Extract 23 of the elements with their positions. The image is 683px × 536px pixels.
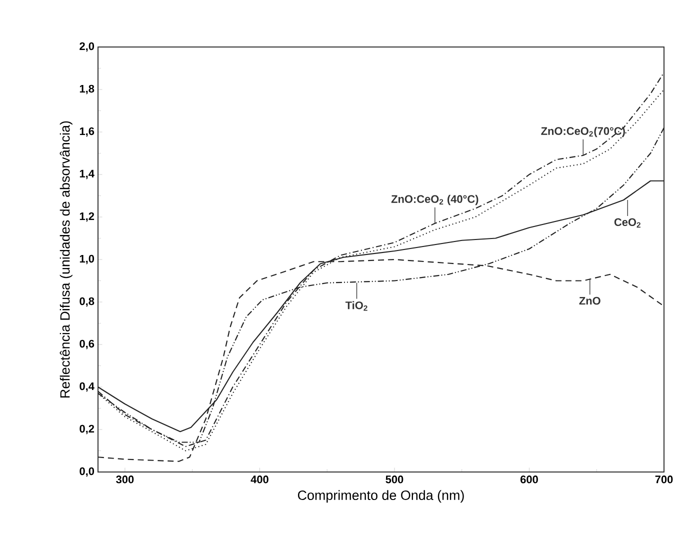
y-tick-label: 1,8	[80, 84, 94, 94]
x-tick-label: 500	[386, 476, 404, 484]
y-tick-label: 0,4	[80, 382, 94, 392]
x-tick-label: 300	[116, 476, 134, 484]
x-tick-label: 600	[520, 476, 538, 484]
y-tick-label: 0,0	[80, 467, 94, 477]
y-tick-label: 1,6	[80, 127, 94, 137]
y-tick-label: 0,8	[80, 297, 94, 307]
annotation: ZnO:CeO$_{2}$ (40°C)	[391, 194, 478, 206]
x-axis-title: Comprimento de Onda (nm)	[298, 490, 464, 503]
annotation: ZnO:CeO$_{2}$(70°C)	[541, 126, 625, 138]
y-axis-title: Reflectência Difusa (unidades de absorvância)	[60, 121, 72, 398]
y-tick-label: 2,0	[80, 42, 94, 52]
x-tick-label: 400	[250, 476, 268, 484]
y-tick-label: 0,2	[80, 424, 94, 434]
annotation: ZnO	[579, 296, 600, 305]
annotation: TiO$_{2}$	[345, 301, 368, 311]
y-tick-label: 1,0	[80, 254, 94, 264]
y-tick-label: 1,4	[80, 170, 94, 180]
x-tick-label: 700	[655, 476, 673, 484]
y-tick-label: 0,6	[80, 340, 94, 350]
annotation: CeO$_{2}$	[614, 218, 640, 228]
y-tick-label: 1,2	[80, 212, 94, 222]
